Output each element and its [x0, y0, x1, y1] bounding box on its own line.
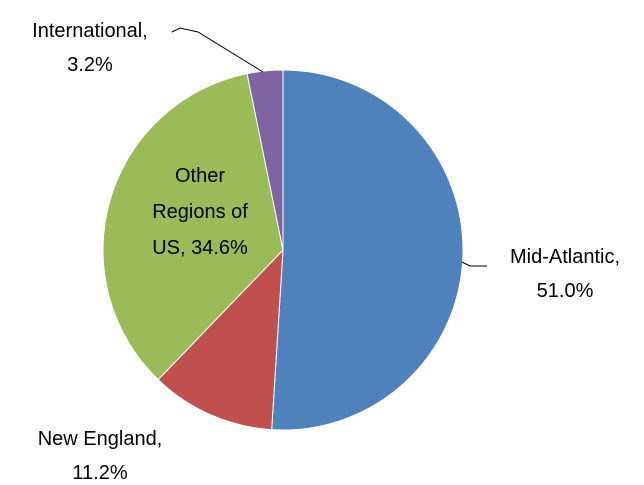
category-label: New England,: [37, 428, 163, 450]
data-label: Mid-Atlantic, 51.0%: [485, 240, 644, 308]
pie-slice: [271, 69, 464, 431]
leader-line: [461, 261, 487, 267]
data-label: Other Regions of US, 34.6%: [140, 158, 260, 266]
value-label: 11.2%: [72, 462, 128, 484]
pie-slice: [157, 248, 284, 431]
category-label: Mid-Atlantic,: [509, 246, 621, 268]
value-label: 3.2%: [67, 54, 113, 76]
leader-line: [171, 27, 264, 73]
value-label: 51.0%: [536, 280, 594, 302]
data-label: New England, 11.2%: [20, 422, 180, 485]
pie-slice: [246, 69, 284, 251]
category-label: Other Regions of US,: [152, 165, 248, 259]
pie-slice: [102, 73, 284, 381]
data-label: International, 3.2%: [0, 14, 180, 82]
category-label: International,: [32, 20, 148, 42]
value-label: 34.6%: [191, 237, 248, 259]
